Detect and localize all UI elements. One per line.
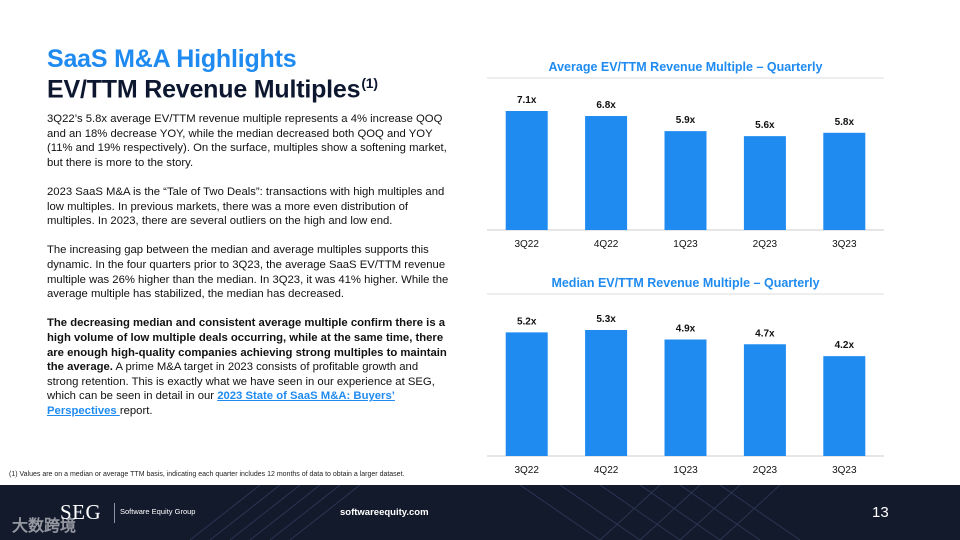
median-value-label: 4.2x [835, 340, 855, 351]
logo-divider [114, 503, 115, 523]
median-bar-3q23 [823, 356, 866, 456]
seg-logo-subtitle: Software Equity Group [120, 507, 196, 516]
median-value-label: 5.3x [596, 314, 616, 325]
avg-value-label: 5.6x [755, 120, 775, 131]
avg-value-label: 5.9x [676, 115, 696, 126]
section-title: SaaS M&A Highlights [47, 45, 297, 73]
avg-bar-1q23 [664, 131, 707, 230]
seg-logo: SEG [60, 500, 102, 524]
paragraph-3: The increasing gap between the median an… [47, 244, 449, 301]
avg-bar-3q23 [823, 132, 866, 230]
body-text: 3Q22’s 5.8x average EV/TTM revenue multi… [47, 112, 449, 433]
website-link[interactable]: softwareequity.com [340, 507, 429, 518]
footer-bar: 大数跨境 SEG Software Equity Group softwaree… [0, 485, 960, 540]
page-title: EV/TTM Revenue Multiples(1) [47, 75, 378, 104]
watermark-text: 大数跨境 [12, 518, 77, 535]
avg-bar-4q22 [585, 116, 628, 230]
median-category-label: 4Q22 [594, 465, 619, 476]
avg-category-label: 2Q23 [753, 239, 778, 250]
median-value-label: 5.2x [517, 316, 537, 327]
avg-bar-3q22 [505, 111, 548, 230]
footnote: (1) Values are on a median or average TT… [9, 471, 405, 478]
footer-pattern [189, 485, 801, 540]
median-value-label: 4.7x [755, 328, 775, 339]
avg-category-label: 4Q22 [594, 239, 619, 250]
avg-chart-title: Average EV/TTM Revenue Multiple – Quarte… [548, 60, 823, 74]
paragraph-2: 2023 SaaS M&A is the “Tale of Two Deals”… [47, 185, 445, 228]
median-category-label: 2Q23 [753, 465, 778, 476]
page-number: 13 [872, 504, 889, 521]
avg-category-label: 3Q23 [832, 239, 857, 250]
median-chart-title: Median EV/TTM Revenue Multiple – Quarter… [551, 276, 820, 290]
avg-category-label: 3Q22 [514, 239, 539, 250]
report-link[interactable]: 2023 State of SaaS M&A: Buyers’ Perspect… [47, 390, 395, 417]
median-bar-4q22 [585, 330, 628, 456]
median-value-label: 4.9x [676, 324, 696, 335]
median-category-label: 3Q23 [832, 465, 857, 476]
paragraph-4-bold: The decreasing median and consistent ave… [47, 317, 447, 374]
paragraph-4-text: A prime M&A target in 2023 consists of p… [47, 361, 435, 403]
paragraph-4-end: report. [119, 404, 153, 417]
paragraph-1: 3Q22’s 5.8x average EV/TTM revenue multi… [47, 113, 447, 169]
median-bar-3q22 [505, 332, 548, 456]
median-category-label: 3Q22 [514, 465, 539, 476]
avg-bar-2q23 [743, 136, 786, 230]
avg-category-label: 1Q23 [673, 239, 698, 250]
median-bar-1q23 [664, 339, 707, 456]
avg-value-label: 5.8x [835, 117, 855, 128]
page-title-text: EV/TTM Revenue Multiples [47, 75, 361, 104]
paragraph-4: The decreasing median and consistent ave… [47, 316, 449, 418]
avg-value-label: 7.1x [517, 95, 537, 106]
median-category-label: 1Q23 [673, 465, 698, 476]
median-bar-2q23 [743, 344, 786, 456]
avg-value-label: 6.8x [596, 100, 616, 111]
avg-multiple-chart: 7.1x 3Q22 6.8x 4Q22 5.9x 1Q23 5.6x 2Q23 5.8x 3Q23 [487, 77, 884, 250]
footnote-marker: (1) [361, 75, 378, 91]
median-multiple-chart: 5.2x 3Q22 5.3x 4Q22 4.9x 1Q23 4.7x 2Q23 4.2x 3Q23 [487, 293, 884, 476]
